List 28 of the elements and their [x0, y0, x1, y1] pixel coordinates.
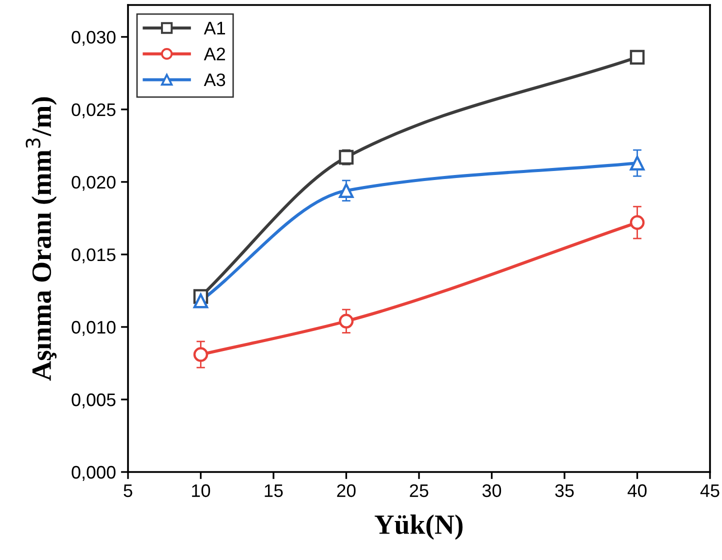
y-axis-title: Aşınma Oranı (mm$^{3}$/m)	[26, 97, 57, 381]
point	[630, 50, 645, 65]
point	[338, 183, 354, 198]
x-tick-label: 45	[700, 484, 720, 498]
x-tick-label: 20	[337, 484, 356, 498]
y-tick-label: 0,030	[72, 30, 116, 46]
legend-label: A1	[204, 22, 226, 34]
x-tick-label: 25	[410, 484, 428, 498]
y-tick-label: 0,000	[72, 466, 116, 481]
x-tick-label: 15	[264, 484, 283, 498]
legend-label: A3	[204, 73, 226, 86]
point	[338, 314, 354, 329]
x-axis-title: Yük(N)	[374, 514, 463, 540]
x-tick-label: 40	[628, 484, 647, 498]
x-tick-label: 10	[192, 484, 210, 498]
point	[193, 347, 208, 362]
point	[193, 294, 208, 308]
y-tick-label: 0,005	[72, 393, 116, 408]
point	[630, 156, 645, 170]
x-tick-label: 5	[124, 484, 132, 498]
y-tick-label: 0,015	[72, 248, 116, 264]
legend-label: A2	[204, 48, 226, 60]
x-tick-label: 30	[482, 484, 502, 498]
y-tick-label: 0,010	[72, 320, 116, 336]
point	[630, 215, 645, 230]
y-tick-label: 0,025	[72, 103, 116, 118]
y-tick-label: 0,020	[72, 176, 116, 191]
x-tick-label: 35	[555, 484, 574, 498]
